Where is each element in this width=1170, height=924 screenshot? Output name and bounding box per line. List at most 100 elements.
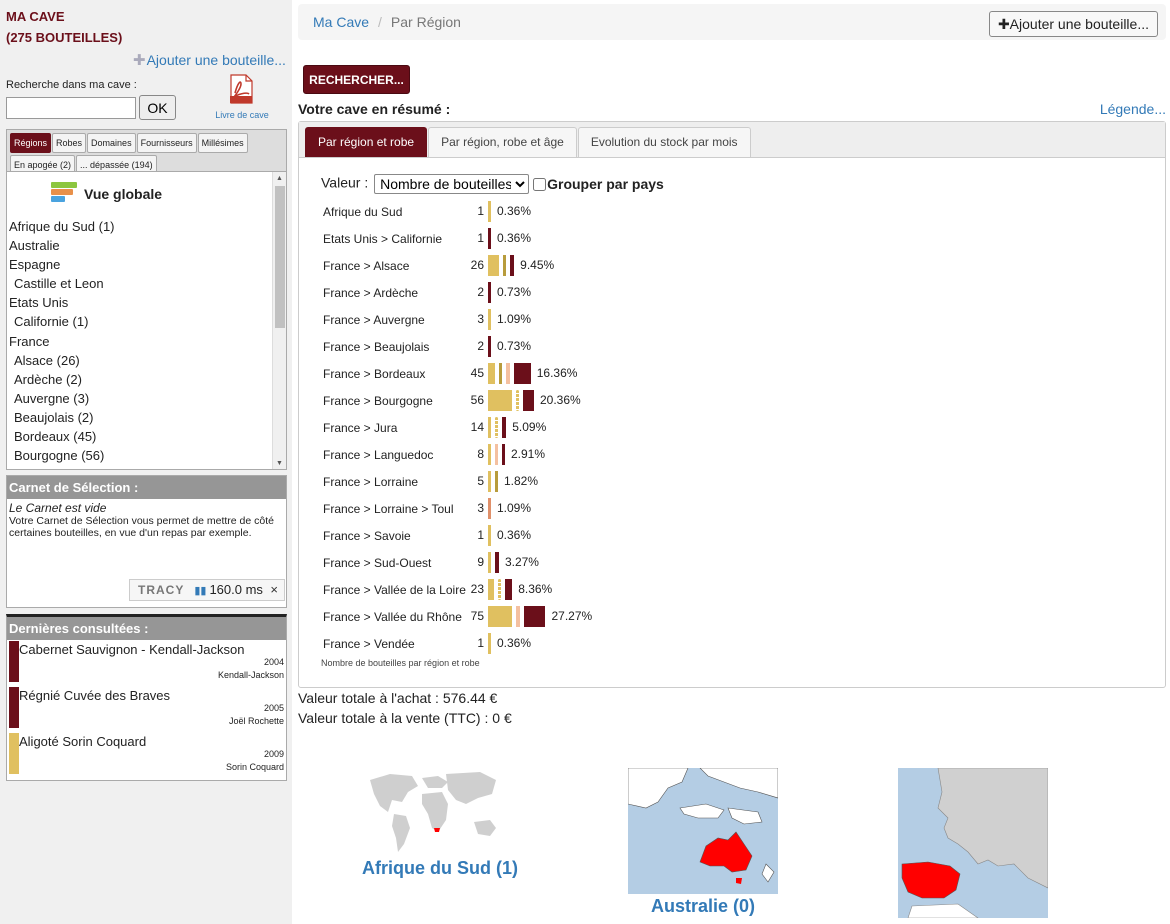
map-caption[interactable]: Australie (0) — [650, 896, 756, 916]
bar-segment[interactable] — [488, 471, 491, 492]
category-percent: 1.09% — [497, 501, 532, 515]
bar-segment[interactable] — [488, 390, 513, 411]
bar-segment[interactable] — [515, 606, 520, 627]
tracy-debug-bar[interactable]: TRACY ▮▮ 160.0 ms × — [129, 579, 285, 601]
search-input[interactable] — [6, 97, 136, 119]
bar-segment[interactable] — [495, 444, 498, 465]
recent-vintage: 2005 — [263, 703, 284, 713]
chart-tab[interactable]: Par région et robe — [305, 127, 428, 157]
category-label: Etats Unis > Californie — [323, 232, 443, 246]
scroll-up-icon[interactable]: ▲ — [276, 175, 283, 182]
bar-segment[interactable] — [502, 255, 506, 276]
bar-segment[interactable] — [488, 336, 491, 357]
breadcrumb-home[interactable]: Ma Cave — [313, 14, 370, 30]
scroll-down-icon[interactable]: ▼ — [276, 460, 283, 467]
bar-segment[interactable] — [495, 552, 499, 573]
map-australia[interactable]: Australie (0) — [628, 768, 778, 918]
add-bottle-button-label: Ajouter une bouteille... — [1009, 16, 1149, 32]
bar-segment[interactable] — [504, 579, 513, 600]
region-item[interactable]: Beaujolais (2) — [14, 409, 94, 425]
chart-row: France > Bourgogne 56 20.36% — [299, 387, 1165, 414]
region-item[interactable]: Afrique du Sud (1) — [9, 219, 115, 234]
region-item[interactable]: Etats Unis — [9, 295, 69, 311]
map-caption[interactable]: Afrique du Sud (1) — [362, 858, 518, 878]
bar-segment[interactable] — [499, 363, 503, 384]
recent-item[interactable]: Cabernet Sauvignon - Kendall-Jackson 2004… — [7, 640, 286, 686]
bar-segment[interactable] — [502, 444, 505, 465]
bar-segment[interactable] — [488, 309, 491, 330]
bar-segment[interactable] — [488, 633, 491, 654]
scroll-thumb[interactable] — [275, 186, 285, 328]
region-item[interactable]: Bordeaux (45) — [14, 429, 97, 445]
global-view-icon — [51, 182, 79, 203]
category-percent: 0.36% — [497, 636, 532, 650]
region-item[interactable]: Australie — [9, 238, 60, 254]
region-item[interactable]: Auvergne (3) — [14, 390, 90, 406]
chart-row: France > Jura 14 5.09% — [299, 414, 1165, 441]
bar-segment[interactable] — [488, 363, 496, 384]
bar-segment[interactable] — [488, 444, 491, 465]
bar-segment[interactable] — [488, 417, 492, 438]
category-count: 56 — [470, 393, 484, 407]
region-item[interactable]: Castille et Leon — [14, 276, 104, 292]
close-icon[interactable]: × — [270, 582, 278, 597]
side-tab[interactable]: Domaines — [87, 133, 136, 153]
bar-segment[interactable] — [488, 201, 491, 222]
bar-segment[interactable] — [488, 282, 491, 303]
bar-segment[interactable] — [488, 228, 491, 249]
bar-segment[interactable] — [509, 255, 515, 276]
bar-segment[interactable] — [488, 525, 491, 546]
bar-segment[interactable] — [506, 363, 510, 384]
bar-segment[interactable] — [502, 417, 507, 438]
bar-segment[interactable] — [488, 579, 494, 600]
category-percent: 0.36% — [497, 231, 532, 245]
category-label: France > Vallée de la Loire — [323, 583, 466, 597]
bar-segment[interactable] — [488, 498, 491, 519]
region-item[interactable]: Ardèche (2) — [14, 371, 82, 387]
side-tab[interactable]: Fournisseurs — [136, 133, 197, 153]
pdf-icon[interactable] — [229, 74, 254, 104]
breadcrumb: Ma Cave / Par Région ✚Ajouter une bouteill… — [298, 4, 1166, 40]
region-item[interactable]: Espagne — [9, 257, 61, 273]
region-list: Vue globale Afrique du Sud (1) Australie E… — [7, 171, 286, 469]
region-item[interactable]: France — [9, 333, 50, 349]
bar-segment[interactable] — [495, 417, 499, 438]
bar-segment[interactable] — [513, 363, 531, 384]
value-select[interactable]: Nombre de bouteilles — [374, 174, 530, 194]
side-tab[interactable]: Régions — [10, 133, 52, 153]
side-tab[interactable]: Millésimes — [197, 133, 248, 153]
chart-row: France > Sud-Ouest 9 3.27% — [299, 549, 1165, 576]
category-percent: 5.09% — [512, 420, 547, 434]
region-scrollbar[interactable]: ▲ ▼ — [272, 172, 286, 469]
bar-segment[interactable] — [497, 579, 501, 600]
bar-segment[interactable] — [488, 255, 499, 276]
region-item[interactable]: Alsace (26) — [14, 352, 80, 368]
map-spain[interactable] — [898, 768, 1048, 918]
category-label: France > Jura — [323, 421, 398, 435]
side-tab[interactable]: Robes — [52, 133, 87, 153]
chart-tab[interactable]: Evolution du stock par mois — [577, 127, 751, 157]
bar-segment[interactable] — [516, 390, 520, 411]
recent-item[interactable]: Régnié Cuvée des Braves 2005 Joël Rochette — [7, 686, 286, 732]
bar-segment[interactable] — [523, 606, 546, 627]
recent-item[interactable]: Aligoté Sorin Coquard 2009 Sorin Coquard — [7, 732, 286, 778]
ok-button[interactable]: OK — [139, 95, 176, 120]
group-by-country-checkbox[interactable] — [533, 177, 547, 191]
category-count: 1 — [477, 204, 484, 218]
add-bottle-link[interactable]: ✚Ajouter une bouteille... — [133, 51, 286, 69]
category-percent: 16.36% — [536, 366, 578, 380]
add-bottle-button[interactable]: ✚Ajouter une bouteille... — [988, 11, 1158, 37]
add-bottle-link-label: Ajouter une bouteille... — [146, 52, 286, 68]
bar-segment[interactable] — [488, 606, 512, 627]
chart-tab[interactable]: Par région, robe et âge — [428, 127, 577, 157]
legend-link[interactable]: Légende... — [1099, 101, 1166, 117]
region-item[interactable]: Californie (1) — [14, 314, 89, 330]
bar-segment[interactable] — [495, 471, 498, 492]
map-south-africa[interactable]: Afrique du Sud (1) — [362, 768, 518, 888]
region-item[interactable]: Bourgogne (56) — [14, 448, 105, 464]
cellar-book-link[interactable]: Livre de cave — [215, 110, 269, 120]
bar-segment[interactable] — [488, 552, 491, 573]
search-button[interactable]: RECHERCHER... — [303, 65, 410, 94]
bar-segment[interactable] — [523, 390, 534, 411]
category-percent: 9.45% — [520, 258, 555, 272]
